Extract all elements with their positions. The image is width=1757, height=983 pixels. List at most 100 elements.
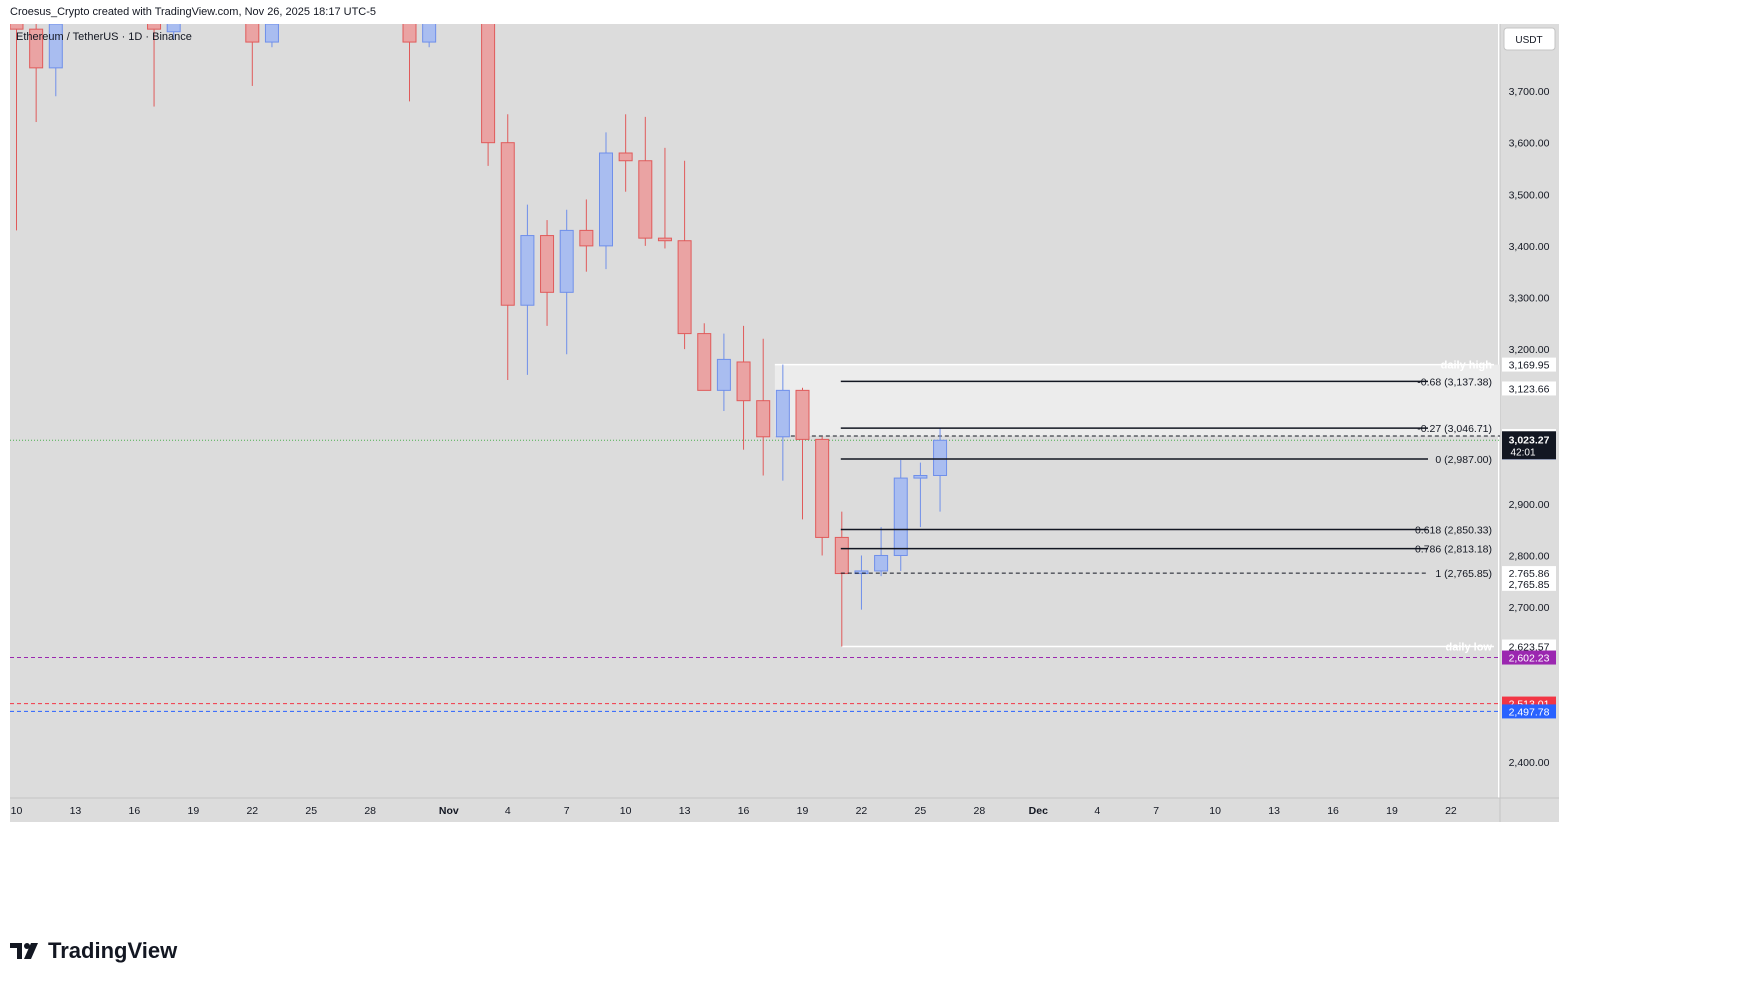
candle[interactable] [677,160,692,350]
candle[interactable] [520,204,535,375]
candle-body [657,237,672,242]
candle[interactable] [874,527,889,577]
x-axis-tick-label: Dec [1029,805,1048,817]
fib-level-label: 0.786 (2,813.18) [1415,544,1492,556]
price-tag-label: 2,497.78 [1509,706,1550,718]
candle[interactable] [933,428,948,512]
candle[interactable] [854,555,869,610]
price-tag-box [1502,576,1556,591]
candle[interactable] [893,460,908,571]
candle[interactable] [657,147,672,249]
candle[interactable] [716,333,731,411]
tradingview-logo[interactable]: TradingView [10,938,177,964]
price-tag-box [1502,381,1556,396]
candle-body [500,142,515,306]
x-axis-tick-label: Nov [439,805,459,817]
candle-body [579,229,594,247]
price-tag: 2,497.78 [1502,704,1556,719]
candle-body [638,160,653,239]
tradingview-logo-text: TradingView [48,938,178,963]
current-price-box [1502,431,1556,460]
currency-label-box[interactable] [1503,27,1556,51]
candle-body [697,333,712,391]
y-axis-tick-label: 3,400.00 [1509,241,1550,253]
candle[interactable] [245,0,260,86]
candle[interactable] [697,323,712,391]
candle-body [716,358,731,391]
x-axis-tick-label: 16 [1327,805,1339,817]
candle-body [10,24,24,30]
candle-body [893,477,908,556]
price-tag: 2,602.23 [1502,650,1556,665]
x-axis-tick-label: 13 [679,805,691,817]
x-axis-tick-label: 19 [797,805,809,817]
candle[interactable] [559,209,574,355]
candle[interactable] [48,0,63,97]
candle[interactable] [756,338,771,476]
x-axis-tick-label: 7 [564,805,570,817]
x-axis-tick-label: 10 [620,805,632,817]
candle[interactable] [481,0,496,166]
candle-body [402,24,417,43]
candle-body [854,570,869,575]
candle-body [756,400,771,438]
y-axis-tick-label: 3,700.00 [1509,86,1550,98]
candle-body [736,361,751,402]
x-axis-tick-label: 13 [70,805,82,817]
currency-label[interactable]: USDT [1503,27,1556,51]
daily-low-label: daily low [1446,642,1493,654]
price-tag-box [1502,650,1556,665]
countdown-label: 42:01 [1510,447,1535,458]
price-tag-box [1502,357,1556,372]
candle-body [520,235,535,306]
candle[interactable] [618,114,633,192]
current-price-label: 3,023.27 [1509,434,1550,446]
candle[interactable] [579,199,594,272]
y-axis-tick-label: 2,900.00 [1509,499,1550,511]
price-tag: 3,169.95 [1502,357,1556,372]
x-axis-tick-label: 19 [1386,805,1398,817]
candle-body [245,24,260,43]
x-axis-tick-label: 22 [1445,805,1457,817]
candle[interactable] [815,436,830,556]
candle[interactable] [500,114,515,381]
candle-body [481,24,496,144]
candle[interactable] [166,0,181,40]
candle-body [264,24,279,43]
x-axis-tick-label: 22 [856,805,868,817]
candle[interactable] [402,0,417,102]
candle-body [677,240,692,335]
candle[interactable] [540,220,555,326]
candle[interactable] [422,0,437,48]
candle[interactable] [264,14,279,48]
candle[interactable] [638,116,653,246]
x-axis-tick-label: 10 [11,805,23,817]
x-axis-tick-label: 16 [738,805,750,817]
candle-body [540,235,555,293]
candle[interactable] [913,462,928,528]
y-axis-tick-label: 3,600.00 [1509,138,1550,150]
candle[interactable] [10,0,24,231]
candle[interactable] [599,132,613,270]
y-axis-tick-label: 2,400.00 [1509,757,1550,769]
candle[interactable] [795,387,810,520]
x-axis-tick-label: 25 [915,805,927,817]
candle-body [166,24,181,33]
candle[interactable] [147,0,162,107]
currency-label-text: USDT [1515,35,1542,46]
price-axis-area[interactable] [1500,24,1559,822]
candle-body [422,24,437,43]
time-axis-area[interactable] [10,798,1500,822]
fib-zone-shade [774,364,1500,437]
candle[interactable] [775,364,790,481]
symbol-title[interactable]: Ethereum / TetherUS · 1D · Binance [16,31,192,43]
candle-body [775,389,790,438]
candle[interactable] [29,14,44,123]
candle-body [933,439,948,476]
price-tag: 2,765.85 [1502,576,1556,591]
candle-body [48,24,63,69]
candle[interactable] [736,325,751,450]
candle-body [913,475,928,479]
